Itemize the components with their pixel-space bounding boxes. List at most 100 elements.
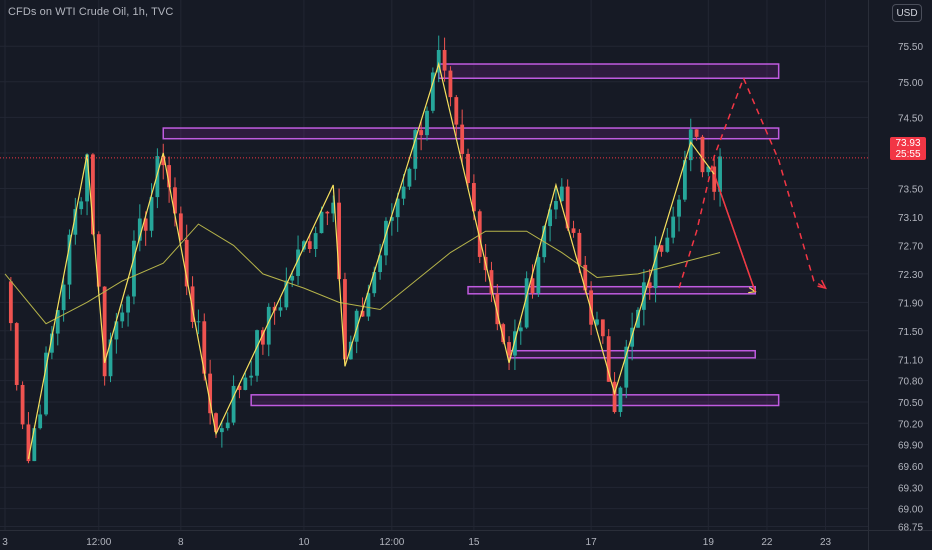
candle-body (624, 346, 629, 388)
candle-body (600, 319, 605, 337)
support-resistance-zone (162, 127, 780, 140)
time-tick-label: 23 (820, 537, 832, 548)
time-tick-label: 19 (703, 537, 715, 548)
candle-body (67, 234, 72, 285)
candle-body (278, 307, 283, 311)
moving-average-line (4, 223, 721, 325)
candle-body (477, 211, 482, 257)
candle-body (96, 234, 101, 287)
candle-body (120, 312, 125, 322)
candle-body (647, 282, 652, 289)
candle-body (360, 310, 365, 317)
price-tick-label: 71.90 (898, 298, 923, 309)
candle-body (395, 198, 400, 218)
candle-body (495, 293, 500, 325)
candle-body (214, 413, 218, 433)
time-tick-label: 8 (178, 537, 184, 548)
candle-body (79, 201, 84, 210)
price-tick-label: 71.10 (898, 355, 923, 366)
candle-body (372, 272, 377, 294)
candle-body (354, 310, 359, 342)
candle-body (225, 422, 230, 429)
candle-body (8, 281, 13, 324)
candle-body (302, 241, 306, 250)
price-tick-label: 70.50 (898, 398, 923, 409)
candle-body (712, 166, 717, 192)
projection-arrowhead (817, 279, 827, 290)
candle-body (331, 202, 336, 214)
candle-body (73, 209, 78, 235)
candle-body (501, 324, 506, 343)
candle-body (378, 255, 383, 273)
candle-body (636, 309, 640, 328)
candle-body (243, 377, 248, 390)
price-tick-label: 69.60 (898, 462, 923, 473)
price-tick-label: 75.00 (898, 78, 923, 89)
candle-body (231, 385, 236, 423)
candle-body (518, 327, 523, 332)
price-tick-label: 74.50 (898, 113, 923, 124)
time-tick-label: 10 (298, 537, 310, 548)
candle-body (196, 321, 201, 323)
candle-body (530, 278, 535, 294)
candle-body (55, 310, 60, 334)
time-tick-label: 22 (761, 537, 773, 548)
support-resistance-zone (467, 285, 756, 295)
candle-body (190, 286, 195, 322)
candle-body (618, 387, 623, 413)
candle-body (677, 199, 681, 217)
currency-button[interactable]: USD (892, 4, 922, 22)
candle-body (442, 49, 447, 71)
candle-body (44, 352, 48, 415)
candle-body (184, 239, 189, 287)
candle-body (513, 331, 517, 356)
price-tick-label: 70.20 (898, 419, 923, 430)
candle-body (413, 130, 418, 169)
candle-body (407, 168, 412, 187)
candle-body (430, 72, 435, 111)
candle-body (219, 428, 224, 433)
candle-body (202, 321, 207, 374)
candle-body (260, 330, 265, 345)
candle-body (460, 124, 465, 154)
price-tick-label: 69.00 (898, 505, 923, 516)
candle-body (137, 218, 142, 241)
support-resistance-zone (250, 394, 780, 407)
candle-body (32, 428, 37, 462)
price-tick-label: 73.50 (898, 185, 923, 196)
candle-body (507, 342, 511, 356)
candle-body (149, 197, 154, 231)
candle-body (559, 186, 564, 202)
price-tick-label: 75.50 (898, 42, 923, 53)
candle-body (61, 284, 66, 311)
candle-body (319, 211, 324, 234)
candle-body (554, 201, 558, 210)
candle-body (489, 270, 494, 294)
candle-body (20, 384, 25, 425)
candle-body (38, 414, 43, 429)
candle-body (143, 218, 148, 231)
candle-body (706, 166, 711, 173)
candle-body (208, 373, 213, 414)
candle-body (249, 375, 254, 378)
candle-body (337, 202, 341, 280)
candle-body (307, 241, 312, 249)
candle-body (583, 264, 588, 291)
support-resistance-zone (437, 63, 780, 79)
candle-body (85, 154, 89, 202)
candle-body (126, 296, 130, 313)
candle-body (266, 306, 271, 345)
candle-body (114, 321, 119, 340)
candle-body (565, 186, 570, 229)
time-tick-label: 15 (468, 537, 480, 548)
price-tick-label: 69.90 (898, 441, 923, 452)
zigzag-line (27, 61, 756, 459)
price-tick-label: 72.70 (898, 241, 923, 252)
candle-body (694, 129, 699, 137)
chart-title: CFDs on WTI Crude Oil, 1h, TVC (8, 6, 174, 18)
candle-body (108, 339, 113, 377)
candle-body (343, 279, 347, 360)
candle-body (595, 319, 599, 325)
